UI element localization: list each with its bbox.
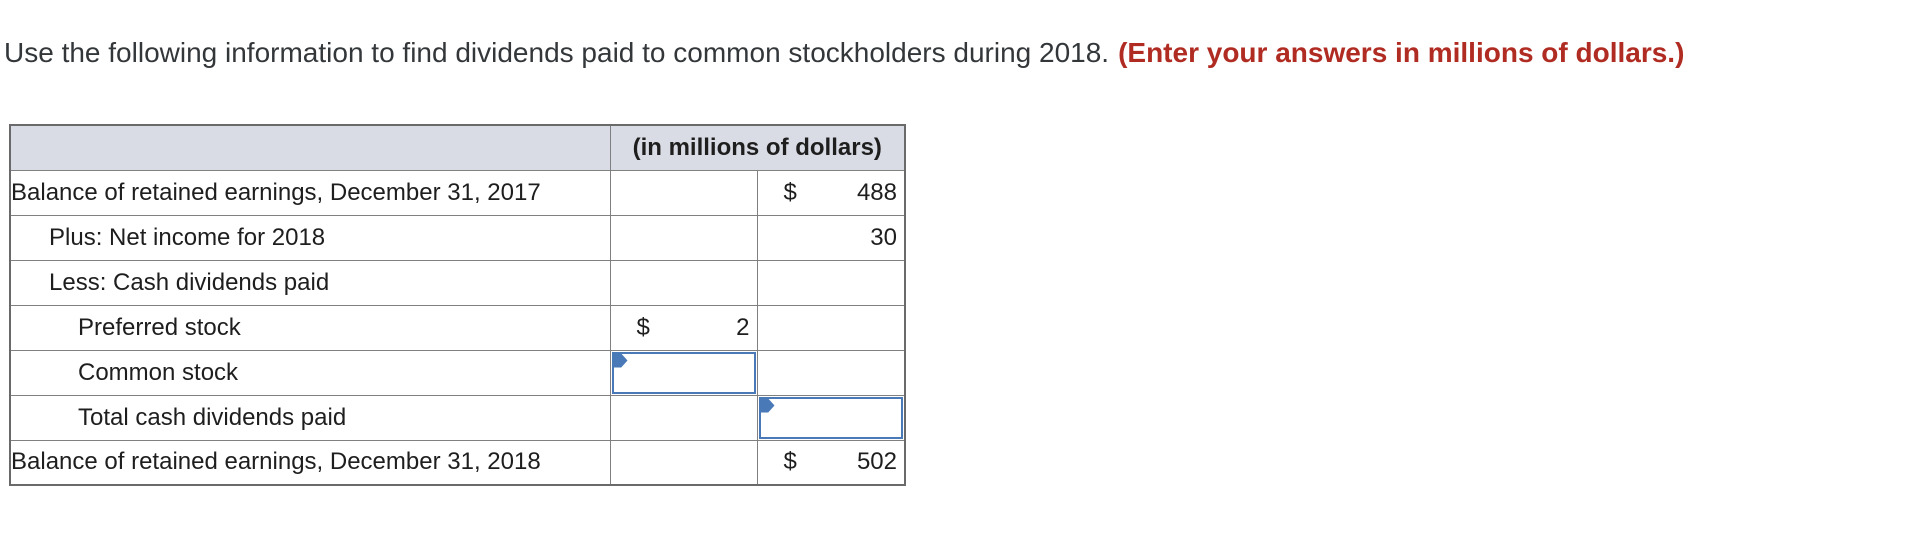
empty-cell <box>756 259 906 306</box>
common-stock-answer-input[interactable] <box>611 351 756 394</box>
table-row: Less: Cash dividends paid <box>9 259 906 306</box>
empty-cell <box>609 259 758 306</box>
table-row: Balance of retained earnings, December 3… <box>9 439 906 486</box>
amount-value: 30 <box>870 223 897 251</box>
table-row: Balance of retained earnings, December 3… <box>9 169 906 216</box>
table-row: Preferred stock $ 2 <box>9 304 906 351</box>
empty-cell <box>756 349 906 396</box>
flag-icon <box>613 353 628 368</box>
question-instruction: (Enter your answers in millions of dolla… <box>1118 37 1685 68</box>
empty-cell <box>609 394 758 441</box>
row-label: Plus: Net income for 2018 <box>9 214 611 261</box>
amount-value: 2 <box>736 313 750 341</box>
empty-cell <box>609 439 758 486</box>
total-dividends-answer-cell <box>756 394 906 441</box>
amount-value: 502 <box>856 448 897 476</box>
table-header-row: (in millions of dollars) <box>9 124 906 171</box>
question-text: Use the following information to find di… <box>4 36 1684 70</box>
row-label: Total cash dividends paid <box>9 394 611 441</box>
header-spacer-cell <box>9 124 611 171</box>
common-stock-answer-cell <box>609 349 758 396</box>
question-main: Use the following information to find di… <box>4 37 1110 68</box>
amount-cell: $ 2 <box>609 304 758 351</box>
row-label: Balance of retained earnings, December 3… <box>9 169 611 216</box>
empty-cell <box>756 304 906 351</box>
retained-earnings-table: (in millions of dollars) Balance of reta… <box>9 124 906 486</box>
amount-cell: $ 488 <box>756 169 906 216</box>
amount-value: 488 <box>856 178 897 206</box>
dollar-sign: $ <box>783 178 797 206</box>
empty-cell <box>609 169 758 216</box>
table-row: Plus: Net income for 2018 30 <box>9 214 906 261</box>
table-row: Common stock <box>9 349 906 396</box>
amount-cell: 30 <box>756 214 906 261</box>
row-label: Preferred stock <box>9 304 611 351</box>
empty-cell <box>609 214 758 261</box>
row-label: Common stock <box>9 349 611 396</box>
row-label: Less: Cash dividends paid <box>9 259 611 306</box>
dollar-sign: $ <box>783 448 797 476</box>
dollar-sign: $ <box>636 313 650 341</box>
total-dividends-answer-input[interactable] <box>758 396 903 439</box>
flag-icon <box>760 398 775 413</box>
table-row: Total cash dividends paid <box>9 394 906 441</box>
row-label: Balance of retained earnings, December 3… <box>9 439 611 486</box>
amount-cell: $ 502 <box>756 439 906 486</box>
units-header-cell: (in millions of dollars) <box>609 124 906 171</box>
